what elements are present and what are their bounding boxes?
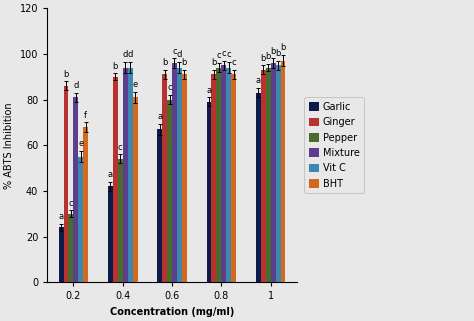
Text: a: a xyxy=(108,170,113,179)
Text: c: c xyxy=(118,143,123,152)
Bar xyxy=(221,65,226,282)
Bar xyxy=(123,67,128,282)
Text: a: a xyxy=(58,212,64,221)
Bar xyxy=(231,74,236,282)
Text: b: b xyxy=(162,58,167,67)
Bar xyxy=(167,100,172,282)
Text: b: b xyxy=(182,58,187,67)
Bar xyxy=(256,93,261,282)
Bar xyxy=(157,129,162,282)
Bar xyxy=(78,157,83,282)
Bar xyxy=(83,127,88,282)
Text: b: b xyxy=(271,47,276,56)
Text: a: a xyxy=(157,112,162,121)
Legend: Garlic, Ginger, Pepper, Mixture, Vit C, BHT: Garlic, Ginger, Pepper, Mixture, Vit C, … xyxy=(304,97,365,194)
Text: d: d xyxy=(73,81,79,90)
Bar xyxy=(172,63,177,282)
Bar xyxy=(64,86,68,282)
Bar xyxy=(118,159,123,282)
Text: b: b xyxy=(280,43,286,52)
Text: b: b xyxy=(265,52,271,61)
X-axis label: Concentration (mg/ml): Concentration (mg/ml) xyxy=(110,307,234,317)
Bar xyxy=(275,65,281,282)
Text: c: c xyxy=(231,58,236,67)
Text: b: b xyxy=(261,54,266,63)
Bar xyxy=(73,97,78,282)
Text: c: c xyxy=(172,47,177,56)
Text: c: c xyxy=(227,50,231,59)
Bar xyxy=(182,74,187,282)
Text: d: d xyxy=(177,50,182,59)
Bar xyxy=(266,67,271,282)
Bar xyxy=(177,67,182,282)
Bar xyxy=(281,61,285,282)
Text: b: b xyxy=(113,62,118,71)
Text: f: f xyxy=(84,111,87,120)
Text: e: e xyxy=(132,80,137,89)
Bar xyxy=(226,67,231,282)
Bar xyxy=(217,67,221,282)
Bar xyxy=(108,186,113,282)
Text: d: d xyxy=(128,50,133,59)
Text: c: c xyxy=(167,83,172,92)
Text: b: b xyxy=(211,58,217,67)
Bar xyxy=(59,228,64,282)
Bar xyxy=(113,77,118,282)
Bar xyxy=(128,67,133,282)
Bar xyxy=(271,63,275,282)
Text: c: c xyxy=(217,51,221,60)
Text: e: e xyxy=(78,139,83,148)
Text: c: c xyxy=(69,199,73,208)
Bar xyxy=(261,70,266,282)
Y-axis label: % ABTS Inhibition: % ABTS Inhibition xyxy=(4,102,14,188)
Bar xyxy=(68,214,73,282)
Text: b: b xyxy=(64,70,69,79)
Bar xyxy=(162,74,167,282)
Bar xyxy=(207,102,211,282)
Text: c: c xyxy=(221,49,226,58)
Text: a: a xyxy=(207,85,211,94)
Text: d: d xyxy=(122,50,128,59)
Bar xyxy=(211,74,217,282)
Text: b: b xyxy=(275,49,281,58)
Bar xyxy=(133,97,137,282)
Text: a: a xyxy=(256,76,261,85)
